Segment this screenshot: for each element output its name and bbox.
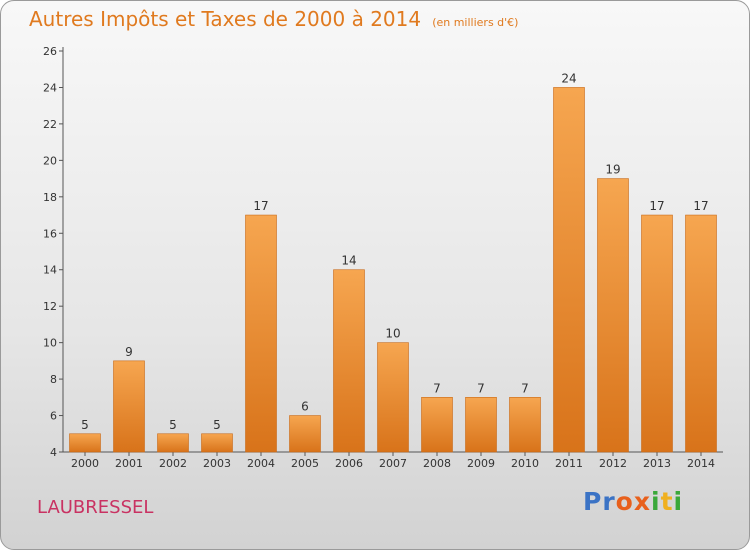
x-tick-label-2011: 2011 (555, 457, 583, 470)
value-label-2012: 19 (605, 163, 620, 177)
logo-letter: i (673, 487, 684, 516)
y-tick-label: 18 (43, 191, 57, 204)
x-tick-label-2009: 2009 (467, 457, 495, 470)
bar-2003 (201, 433, 233, 453)
x-tick-label-2008: 2008 (423, 457, 451, 470)
value-label-2000: 5 (81, 418, 89, 432)
value-label-2001: 9 (125, 345, 133, 359)
x-tick-label-2003: 2003 (203, 457, 231, 470)
bar-2002 (157, 433, 189, 453)
y-tick-label: 16 (43, 227, 57, 240)
commune-name: LAUBRESSEL (37, 497, 154, 518)
x-tick-label-2001: 2001 (115, 457, 143, 470)
value-label-2005: 6 (301, 400, 309, 414)
bar-2010 (509, 397, 541, 453)
bar-2014 (685, 214, 717, 453)
value-label-2004: 17 (253, 199, 268, 213)
bar-2008 (421, 397, 453, 453)
value-label-2011: 24 (561, 71, 576, 85)
x-tick-label-2013: 2013 (643, 457, 671, 470)
chart-subtitle: (en milliers d'€) (432, 16, 519, 29)
bar-2009 (465, 397, 497, 453)
proxiti-logo: Proxiti (583, 487, 683, 516)
bar-2006 (333, 269, 365, 453)
bar-2012 (597, 178, 629, 453)
x-tick-label-2007: 2007 (379, 457, 407, 470)
bar-2005 (289, 415, 321, 453)
bar-2011 (553, 87, 585, 453)
y-tick-label: 22 (43, 118, 57, 131)
bar-2013 (641, 214, 673, 453)
y-tick-label: 6 (50, 410, 57, 423)
value-label-2014: 17 (693, 199, 708, 213)
y-tick-label: 26 (43, 45, 57, 58)
y-tick-label: 12 (43, 300, 57, 313)
logo-letter: P (583, 487, 603, 516)
chart-title: Autres Impôts et Taxes de 2000 à 2014 (29, 7, 422, 31)
x-tick-label-2012: 2012 (599, 457, 627, 470)
logo-letter: t (660, 487, 674, 516)
y-tick-label: 24 (43, 81, 57, 94)
logo-letter: x (633, 487, 651, 516)
value-label-2010: 7 (521, 381, 529, 395)
logo-letter: r (602, 487, 616, 516)
value-label-2006: 14 (341, 254, 356, 268)
y-tick-label: 10 (43, 337, 57, 350)
value-label-2007: 10 (385, 327, 400, 341)
value-label-2009: 7 (477, 381, 485, 395)
logo-letter: o (615, 487, 634, 516)
labels-layer: 5 2000 9 2001 5 2002 5 2003 17 2004 6 2005 14 2006 10 2… (71, 71, 715, 470)
y-tick-label: 4 (50, 446, 57, 459)
x-tick-label-2014: 2014 (687, 457, 715, 470)
x-tick-label-2010: 2010 (511, 457, 539, 470)
y-tick-label: 20 (43, 154, 57, 167)
value-label-2013: 17 (649, 199, 664, 213)
y-tick-label: 8 (50, 373, 57, 386)
bar-2004 (245, 214, 277, 453)
x-tick-label-2004: 2004 (247, 457, 275, 470)
x-tick-label-2000: 2000 (71, 457, 99, 470)
value-label-2008: 7 (433, 381, 441, 395)
x-tick-label-2005: 2005 (291, 457, 319, 470)
chart-title-block: Autres Impôts et Taxes de 2000 à 2014 (e… (29, 7, 518, 31)
y-tick-label: 14 (43, 264, 57, 277)
x-tick-label-2002: 2002 (159, 457, 187, 470)
value-label-2002: 5 (169, 418, 177, 432)
logo-letter: i (651, 487, 661, 516)
bars-layer (69, 87, 717, 453)
bar-2007 (377, 342, 409, 453)
value-label-2003: 5 (213, 418, 221, 432)
bar-2000 (69, 433, 101, 453)
bar-2001 (113, 360, 145, 453)
x-tick-label-2006: 2006 (335, 457, 363, 470)
